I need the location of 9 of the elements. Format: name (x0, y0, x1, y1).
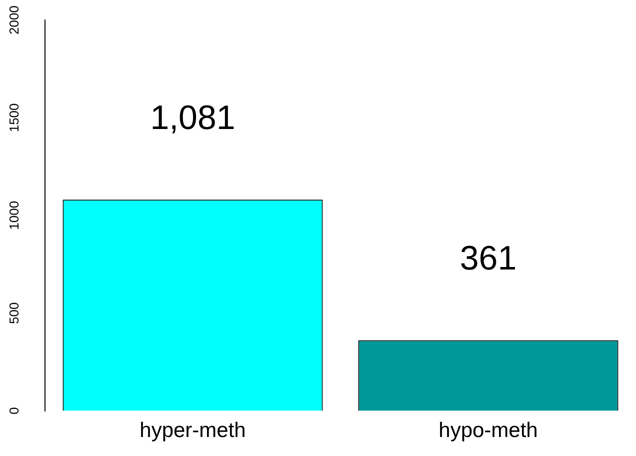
y-tick-label: 0 (6, 407, 22, 414)
y-tick-label: 1000 (6, 200, 22, 230)
y-tick-label: 500 (6, 302, 22, 324)
x-tick-label: hypo-meth (438, 419, 538, 442)
data-label: 1,081 (150, 98, 236, 137)
data-label: 361 (460, 240, 517, 278)
x-tick-label: hyper-meth (140, 419, 246, 442)
y-tick-label: 2000 (6, 6, 22, 34)
y-tick-label: 1500 (6, 103, 22, 132)
